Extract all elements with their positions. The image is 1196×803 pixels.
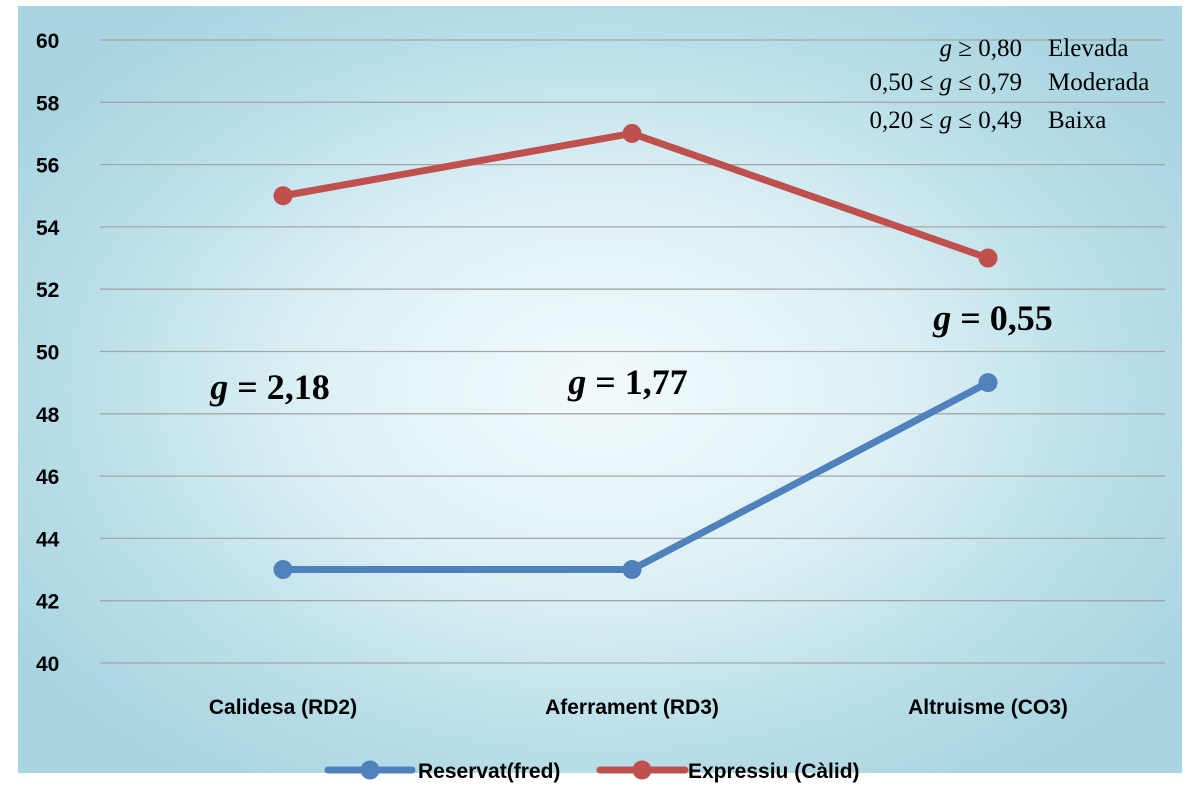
y-tick-label: 56 xyxy=(36,155,59,178)
effect-size-key-label: Baixa xyxy=(1048,107,1106,134)
y-tick-label: 54 xyxy=(36,217,60,240)
series-line xyxy=(279,129,992,262)
legend: Reservat(fred) Expressiu (Càlid) xyxy=(324,760,860,783)
y-tick-label: 58 xyxy=(36,92,60,115)
effect-size-key-range: g ≥ 0,80 xyxy=(940,35,1022,62)
effect-size-annotation: g = 2,18 xyxy=(209,367,330,407)
x-category-label: Calidesa (RD2) xyxy=(209,696,357,719)
y-tick-label: 44 xyxy=(36,528,60,551)
x-category-label: Altruisme (CO3) xyxy=(908,696,1068,719)
effect-size-key-label: Elevada xyxy=(1048,35,1129,62)
effect-size-key: g ≥ 0,80 Elevada 0,50 ≤ g ≤ 0,79 Moderada 0,… xyxy=(870,35,1150,134)
effect-size-annotation: g = 0,55 xyxy=(932,298,1053,338)
x-category-label: Aferrament (RD3) xyxy=(545,696,719,719)
y-tick-label: 60 xyxy=(36,30,59,53)
legend-swatch-marker xyxy=(632,760,652,780)
y-tick-label: 52 xyxy=(36,279,59,302)
data-point xyxy=(978,248,998,268)
legend-swatch-marker xyxy=(360,760,380,780)
effect-size-key-range: 0,50 ≤ g ≤ 0,79 xyxy=(870,69,1022,96)
effect-size-annotations: g = 2,18 g = 1,77 g = 0,55 xyxy=(209,298,1053,407)
effect-size-key-label: Moderada xyxy=(1048,69,1149,96)
y-tick-label: 42 xyxy=(36,591,59,614)
legend-label: Expressiu (Càlid) xyxy=(688,760,860,783)
x-axis-categories: Calidesa (RD2) Aferrament (RD3) Altruisme … xyxy=(209,696,1068,719)
data-point xyxy=(273,560,293,580)
gridlines xyxy=(100,39,1165,664)
data-point xyxy=(978,373,998,393)
effect-size-key-range: 0,20 ≤ g ≤ 0,49 xyxy=(870,107,1022,134)
y-tick-label: 46 xyxy=(36,466,59,489)
y-axis-ticks: 40 42 44 46 48 50 52 54 56 58 60 xyxy=(36,30,60,676)
y-tick-label: 50 xyxy=(36,342,59,365)
effect-size-annotation: g = 1,77 xyxy=(567,362,688,402)
data-point xyxy=(622,560,642,580)
series-lines xyxy=(273,123,998,580)
data-point xyxy=(273,186,293,206)
y-tick-label: 48 xyxy=(36,404,60,427)
legend-label: Reservat(fred) xyxy=(418,760,560,783)
data-point xyxy=(622,123,642,143)
y-tick-label: 40 xyxy=(36,653,59,676)
